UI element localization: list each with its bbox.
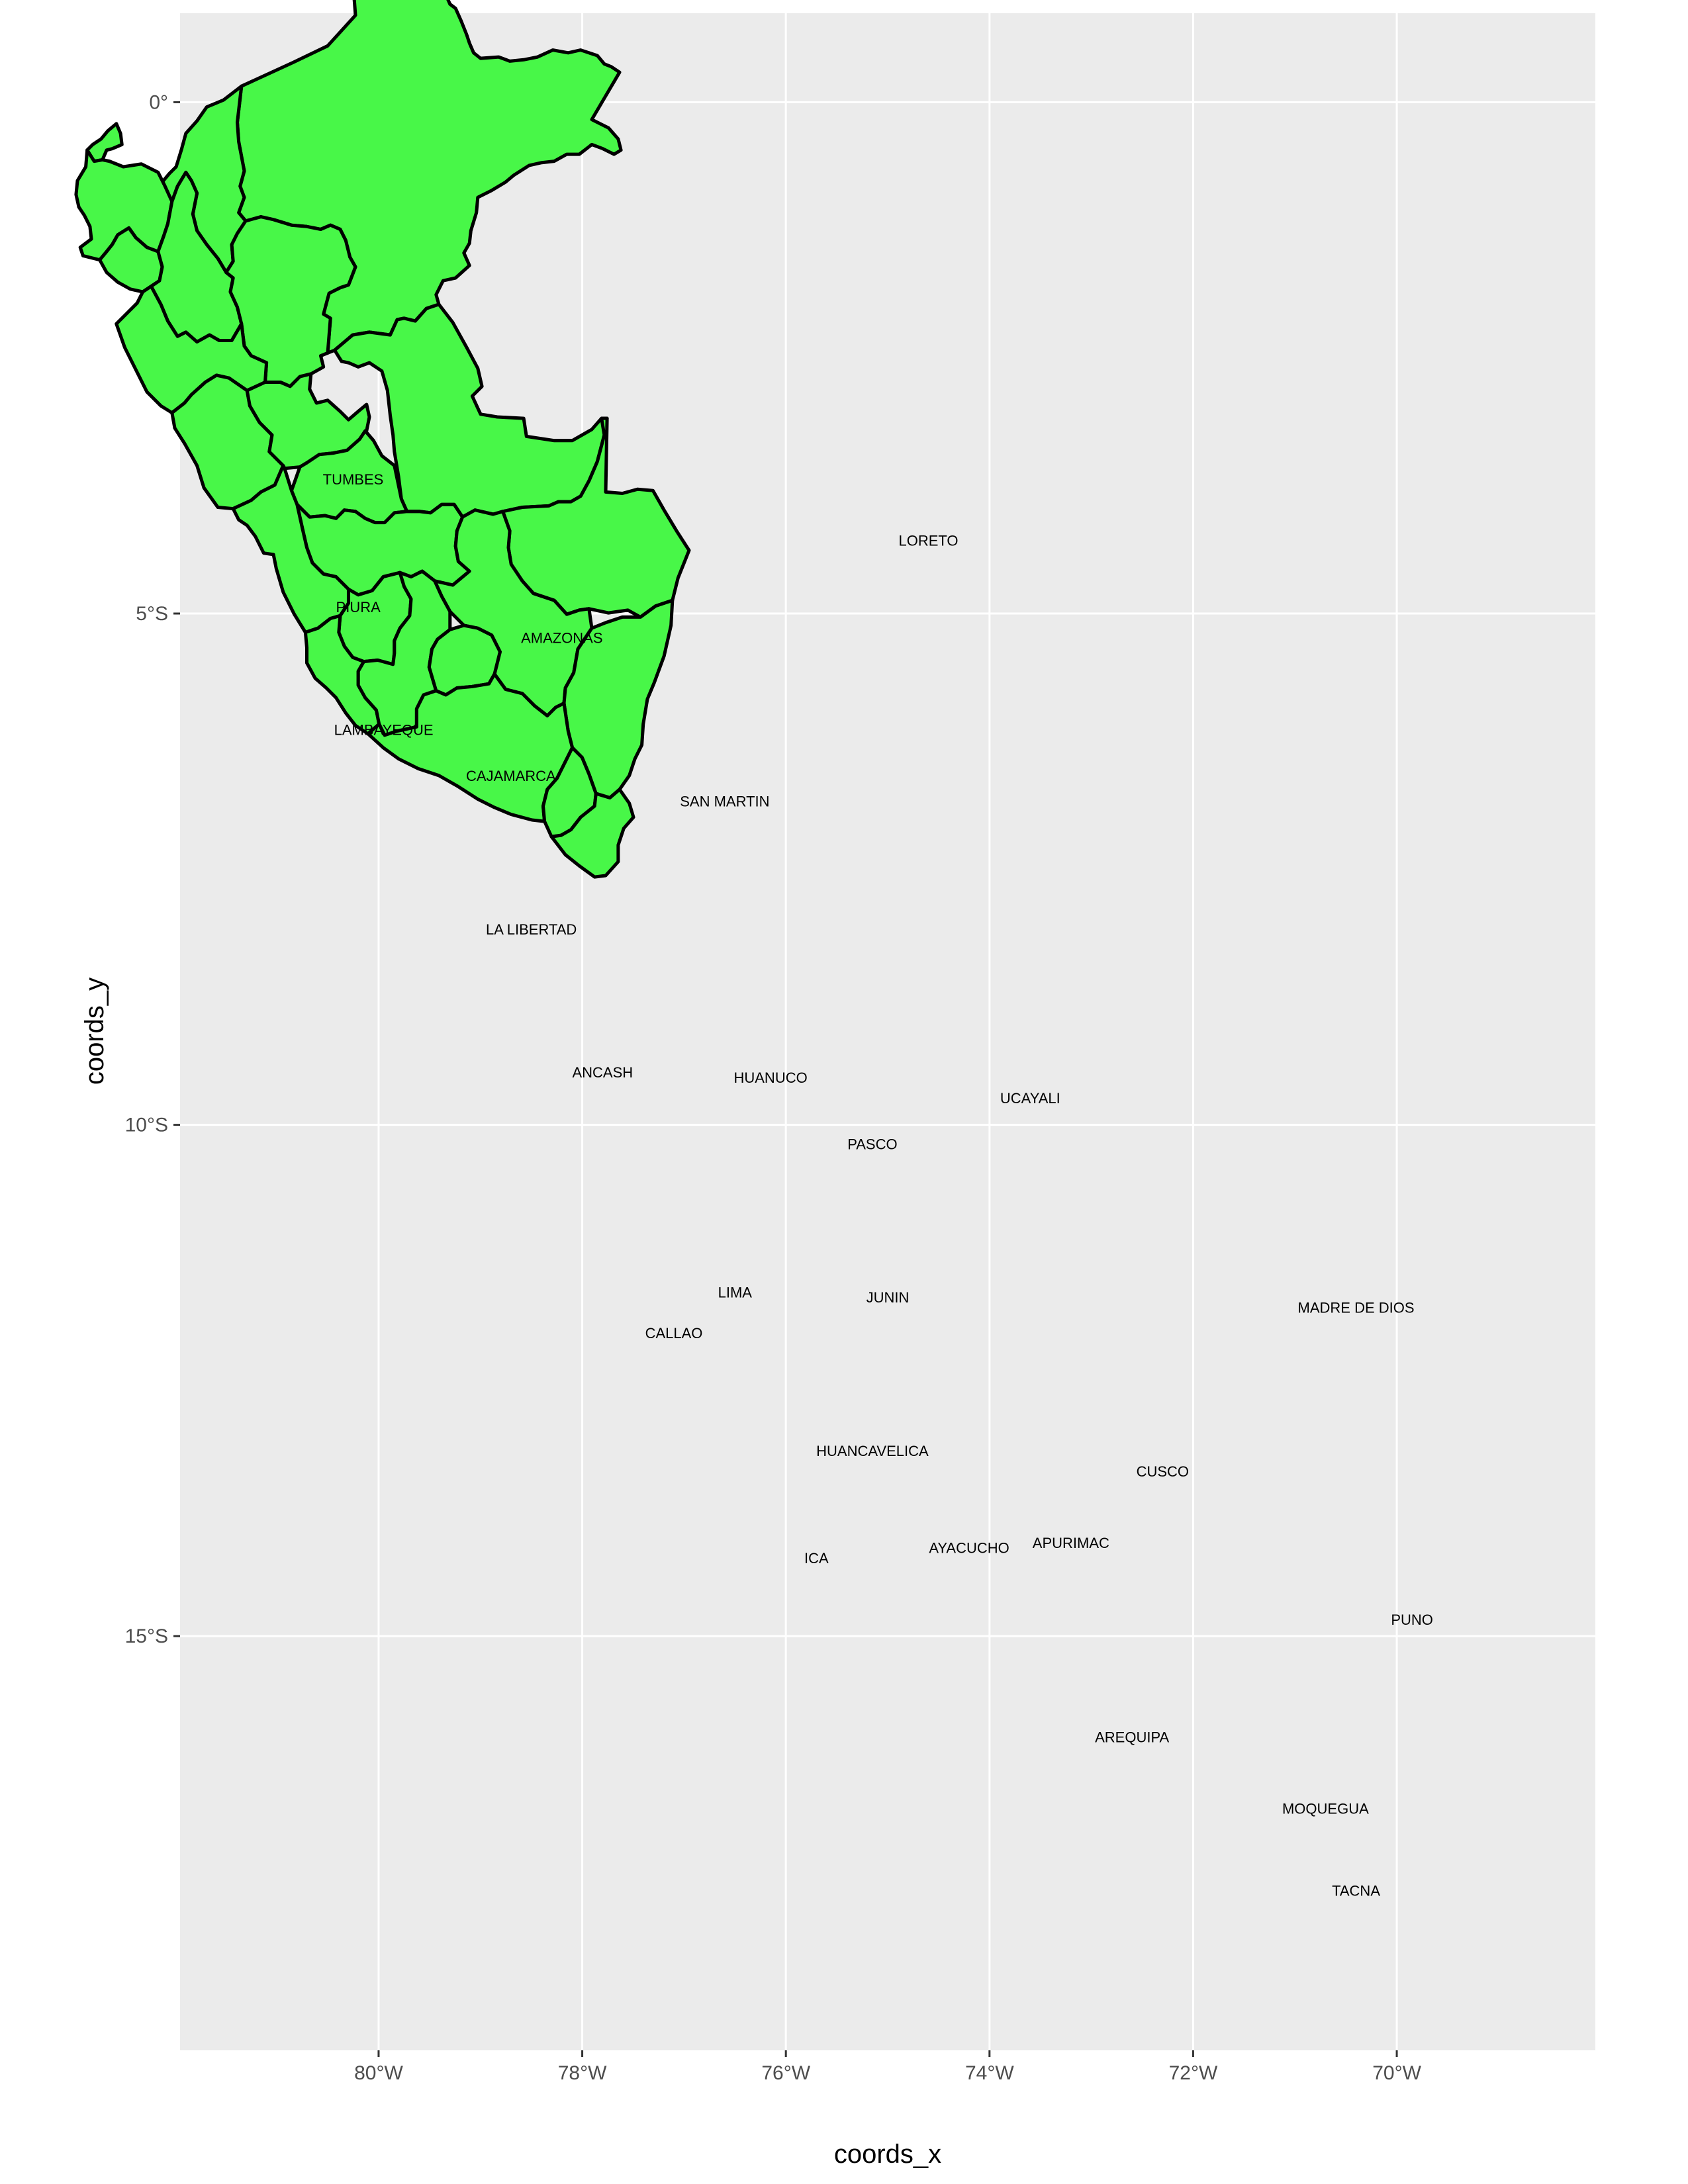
y-axis-title: coords_y — [80, 978, 109, 1085]
region-label: CUSCO — [1137, 1463, 1189, 1480]
region-label: PIURA — [336, 599, 381, 615]
region-label: UCAYALI — [1000, 1090, 1060, 1107]
region-label: AMAZONAS — [521, 629, 602, 646]
region-shape-tacna — [549, 788, 635, 879]
region-label: CALLAO — [645, 1325, 703, 1342]
x-axis-title: coords_x — [834, 2140, 941, 2169]
region-label: PASCO — [847, 1136, 897, 1152]
x-tick-label: 72°W — [1169, 2062, 1218, 2084]
x-tick-label: 70°W — [1372, 2062, 1421, 2084]
region-label: PUNO — [1391, 1612, 1433, 1628]
y-tick-label: 10°S — [125, 1115, 168, 1136]
region-label: TACNA — [1332, 1882, 1380, 1899]
region-label: HUANUCO — [733, 1069, 807, 1086]
region-label: TUMBES — [323, 471, 384, 488]
region-label: HUANCAVELICA — [816, 1443, 929, 1459]
region-shape-san-martin — [224, 215, 357, 388]
region-label: LIMA — [718, 1284, 753, 1300]
region-label: JUNIN — [867, 1289, 910, 1306]
region-label: CAJAMARCA — [466, 768, 556, 784]
x-axis: 80°W 78°W 76°W 74°W 72°W 70°W — [354, 2050, 1422, 2084]
y-tick-label: 15°S — [125, 1625, 168, 1647]
region-label: ANCASH — [572, 1064, 633, 1081]
region-label: SAN MARTIN — [680, 794, 769, 810]
region-labels: TUMBES PIURA LAMBAYEQUE CAJAMARCA AMAZONAS LO… — [323, 471, 1433, 1899]
region-shape-arequipa — [366, 672, 575, 823]
x-tick-label: 80°W — [354, 2062, 403, 2084]
x-tick-label: 74°W — [965, 2062, 1014, 2084]
region-label: LORETO — [898, 533, 958, 549]
region-label: AREQUIPA — [1095, 1729, 1169, 1746]
region-label: AYACUCHO — [929, 1540, 1009, 1557]
y-tick-label: 0° — [149, 91, 168, 113]
region-label: LAMBAYEQUE — [334, 722, 434, 739]
region-label: LA LIBERTAD — [486, 921, 577, 938]
region-shape-huanuco — [245, 372, 371, 471]
region-label: MADRE DE DIOS — [1298, 1300, 1415, 1316]
region-polygons — [74, 0, 691, 879]
region-label: ICA — [804, 1550, 829, 1567]
region-label: APURIMAC — [1033, 1535, 1109, 1551]
x-tick-label: 78°W — [558, 2062, 607, 2084]
y-axis: 0° 5°S 10°S 15°S — [125, 91, 180, 1647]
region-label: MOQUEGUA — [1282, 1801, 1369, 1817]
y-tick-label: 5°S — [136, 603, 168, 625]
x-tick-label: 76°W — [761, 2062, 810, 2084]
